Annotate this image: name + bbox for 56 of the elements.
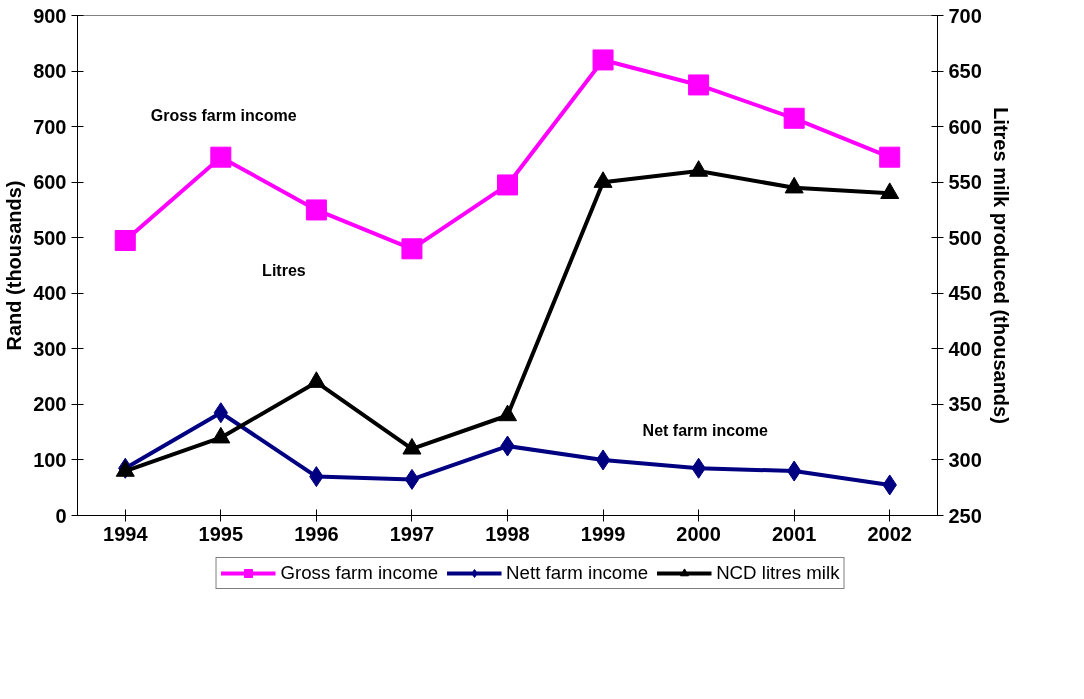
legend-label: Gross farm income (280, 562, 439, 584)
point (688, 74, 710, 96)
legend-label: Nett farm income (506, 562, 649, 584)
point (305, 199, 327, 221)
point (689, 160, 709, 177)
point (210, 146, 232, 168)
annotation: Gross farm income (150, 107, 297, 124)
y-tick-label: 400 (33, 282, 67, 305)
y-axis-title: Rand (thousands) (3, 180, 26, 351)
y-tick-label: 500 (33, 226, 67, 249)
point (401, 238, 423, 260)
point (402, 437, 422, 455)
y2-tick-label: 450 (948, 282, 982, 305)
y-tick-label: 0 (55, 504, 67, 527)
y2-axis-title: Litres milk produced (thousands) (989, 107, 1012, 424)
point (211, 426, 231, 444)
point (592, 49, 614, 71)
point (114, 230, 136, 251)
y-tick-label: 600 (33, 171, 67, 194)
x-tick-label: 2001 (771, 522, 817, 545)
y2-tick-label: 400 (948, 337, 982, 360)
y-tick-label: 900 (33, 4, 67, 27)
x-tick-label: 1995 (198, 522, 244, 545)
legend-label: NCD litres milk (716, 562, 840, 584)
point (879, 146, 901, 168)
annotation: Net farm income (642, 422, 769, 439)
point (497, 174, 518, 196)
y-tick-label: 300 (33, 337, 67, 360)
x-tick-label: 2000 (676, 522, 721, 545)
y2-tick-label: 300 (948, 448, 982, 471)
x-tick-label: 1997 (389, 522, 435, 545)
x-tick-label: 1998 (485, 522, 530, 545)
y2-tick-label: 550 (948, 171, 982, 194)
y2-tick-label: 500 (948, 226, 982, 249)
point (306, 371, 326, 388)
annotation: Litres (262, 262, 306, 279)
x-tick-label: 1999 (580, 522, 626, 545)
y2-tick-label: 350 (948, 393, 982, 416)
y-tick-label: 100 (33, 448, 67, 471)
y-tick-label: 700 (33, 115, 67, 138)
y2-tick-label: 650 (948, 60, 982, 83)
y2-tick-label: 700 (948, 4, 982, 27)
y-tick-label: 800 (33, 60, 67, 83)
point (404, 468, 420, 490)
y2-tick-label: 600 (948, 115, 982, 138)
y-tick-label: 200 (33, 393, 67, 416)
point (498, 404, 517, 422)
x-tick-label: 2002 (867, 522, 912, 545)
point (880, 182, 900, 199)
x-tick-label: 1996 (294, 522, 339, 545)
point (593, 171, 613, 188)
x-tick-label: 1994 (103, 522, 149, 545)
point (783, 107, 805, 129)
point (784, 176, 804, 194)
point (595, 449, 611, 471)
y2-tick-label: 250 (948, 504, 982, 527)
